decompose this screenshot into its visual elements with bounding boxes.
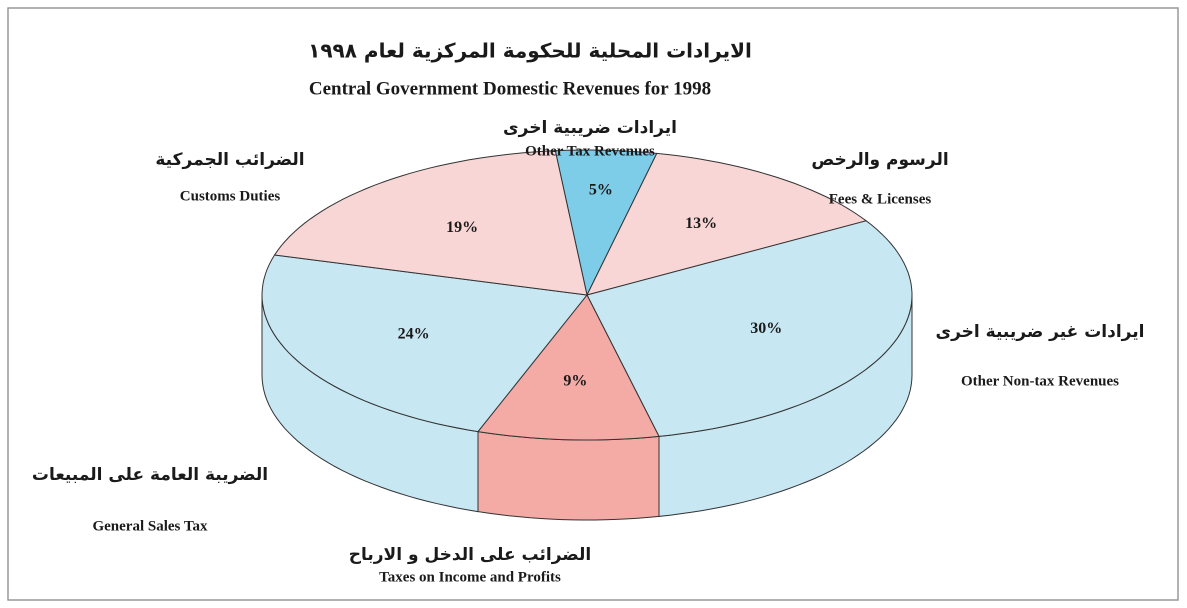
category-label: General Sales Tax	[92, 518, 208, 534]
data-label: 19%	[446, 219, 478, 236]
pie-slice	[586, 220, 913, 437]
category-label-arabic: ايرادات ضريبية اخرى	[503, 118, 677, 138]
data-label: 24%	[398, 325, 430, 342]
data-label: 9%	[563, 373, 587, 390]
pie-slice	[261, 254, 588, 433]
pie-slice	[554, 149, 658, 297]
data-label: 30%	[750, 320, 782, 337]
category-label: Taxes on Income and Profits	[379, 569, 561, 585]
category-label-arabic: ايرادات غير ضريبية اخرى	[936, 322, 1145, 342]
category-label-arabic: الضرائب الجمركية	[155, 150, 304, 170]
pie-slice	[273, 150, 588, 296]
category-label: Other Tax Revenues	[525, 143, 655, 159]
data-label: 13%	[685, 215, 717, 232]
chart-title: الايرادات المحلية للحكومة المركزية لعام …	[308, 39, 752, 63]
pie-slice	[586, 152, 868, 296]
pie-slice	[477, 294, 660, 441]
pie-side	[477, 431, 660, 521]
chart-subtitle: Central Government Domestic Revenues for…	[309, 78, 711, 99]
category-label: Other Non-tax Revenues	[961, 373, 1119, 389]
category-label-arabic: الرسوم والرخص	[811, 150, 948, 170]
category-label-arabic: الضرائب على الدخل و الارباح	[349, 545, 591, 565]
category-label-arabic: الضريبة العامة على المبيعات	[32, 465, 268, 485]
category-label: Fees & Licenses	[829, 191, 932, 207]
category-label: Customs Duties	[180, 188, 281, 204]
data-label: 5%	[589, 181, 613, 198]
